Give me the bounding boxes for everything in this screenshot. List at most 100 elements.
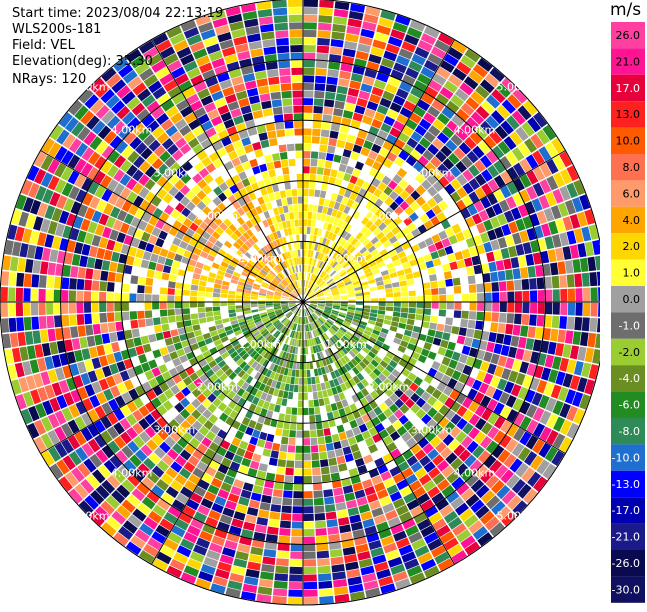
velocity-gate bbox=[348, 304, 356, 308]
velocity-gate bbox=[358, 257, 366, 265]
velocity-gate bbox=[385, 292, 394, 298]
velocity-gate bbox=[14, 226, 25, 242]
velocity-gate bbox=[265, 298, 273, 301]
velocity-gate bbox=[252, 313, 260, 319]
velocity-gate bbox=[290, 353, 295, 362]
velocity-gate bbox=[309, 281, 313, 289]
velocity-gate bbox=[151, 227, 162, 237]
velocity-gate bbox=[416, 296, 424, 302]
velocity-gate bbox=[142, 343, 152, 353]
velocity-gate bbox=[236, 207, 246, 217]
velocity-gate bbox=[250, 302, 258, 305]
velocity-gate bbox=[365, 133, 377, 143]
velocity-gate bbox=[394, 156, 405, 167]
velocity-gate bbox=[543, 207, 555, 222]
velocity-gate bbox=[449, 426, 462, 439]
velocity-gate bbox=[133, 195, 144, 207]
velocity-gate bbox=[38, 275, 47, 288]
velocity-gate bbox=[322, 312, 330, 317]
velocity-gate bbox=[471, 379, 483, 391]
velocity-gate bbox=[101, 402, 113, 415]
velocity-gate bbox=[347, 306, 356, 311]
velocity-gate bbox=[294, 219, 299, 227]
velocity-gate bbox=[266, 185, 274, 194]
velocity-gate bbox=[359, 246, 368, 255]
velocity-gate bbox=[246, 262, 254, 269]
velocity-gate bbox=[341, 221, 348, 230]
velocity-gate bbox=[456, 418, 468, 430]
velocity-gate bbox=[318, 197, 325, 206]
velocity-gate bbox=[232, 454, 243, 464]
velocity-gate bbox=[4, 348, 14, 365]
velocity-gate bbox=[334, 361, 341, 369]
velocity-gate bbox=[156, 404, 168, 416]
velocity-gate bbox=[185, 403, 196, 414]
velocity-gate bbox=[71, 338, 81, 351]
velocity-gate bbox=[458, 142, 472, 155]
velocity-gate bbox=[325, 297, 333, 300]
velocity-gate bbox=[179, 333, 188, 342]
velocity-gate bbox=[178, 512, 193, 524]
velocity-gate bbox=[87, 151, 101, 166]
velocity-gate bbox=[409, 480, 422, 492]
velocity-gate bbox=[293, 105, 303, 113]
velocity-gate bbox=[224, 272, 233, 279]
velocity-gate bbox=[564, 330, 574, 344]
velocity-gate bbox=[378, 297, 386, 302]
velocity-gate bbox=[193, 377, 203, 388]
velocity-gate bbox=[180, 196, 191, 207]
velocity-gate bbox=[420, 348, 430, 357]
velocity-gate bbox=[453, 285, 462, 294]
velocity-gate bbox=[241, 65, 254, 76]
velocity-gate bbox=[205, 369, 215, 378]
velocity-gate bbox=[327, 231, 334, 240]
range-ring-label: 1.00km bbox=[239, 338, 281, 351]
velocity-gate bbox=[379, 147, 390, 158]
velocity-gate bbox=[531, 392, 543, 406]
velocity-gate bbox=[427, 244, 437, 253]
velocity-gate bbox=[238, 349, 247, 358]
velocity-gate bbox=[559, 316, 568, 329]
velocity-gate bbox=[338, 257, 346, 265]
velocity-gate bbox=[438, 287, 447, 295]
velocity-gate bbox=[293, 331, 297, 339]
velocity-gate bbox=[179, 143, 192, 155]
velocity-gate bbox=[385, 364, 395, 373]
velocity-gate bbox=[562, 246, 572, 260]
velocity-gate bbox=[131, 102, 146, 116]
velocity-gate bbox=[303, 75, 315, 83]
velocity-gate bbox=[102, 365, 112, 378]
velocity-gate bbox=[165, 467, 178, 479]
velocity-gate bbox=[210, 10, 226, 21]
velocity-gate bbox=[81, 442, 95, 457]
velocity-gate bbox=[279, 213, 286, 222]
velocity-gate bbox=[252, 141, 262, 151]
velocity-gate bbox=[352, 335, 360, 342]
velocity-gate bbox=[293, 307, 299, 314]
velocity-gate bbox=[312, 467, 321, 476]
velocity-gate bbox=[124, 264, 133, 275]
velocity-gate bbox=[331, 563, 345, 573]
velocity-gate bbox=[470, 499, 485, 514]
velocity-gate bbox=[175, 202, 186, 213]
velocity-gate bbox=[488, 261, 497, 272]
velocity-gate bbox=[275, 30, 289, 39]
velocity-gate bbox=[338, 163, 347, 173]
velocity-gate bbox=[303, 113, 313, 121]
velocity-gate bbox=[530, 133, 544, 149]
velocity-gate bbox=[291, 528, 303, 537]
velocity-gate bbox=[310, 250, 314, 258]
velocity-gate bbox=[291, 189, 298, 197]
velocity-gate bbox=[205, 127, 217, 138]
velocity-gate bbox=[269, 354, 276, 363]
velocity-gate bbox=[78, 500, 94, 516]
velocity-gate bbox=[474, 464, 488, 478]
velocity-gate bbox=[313, 321, 318, 329]
velocity-gate bbox=[370, 249, 379, 257]
velocity-gate bbox=[151, 106, 165, 120]
velocity-gate bbox=[526, 419, 539, 434]
velocity-gate bbox=[217, 489, 230, 500]
velocity-gate bbox=[312, 313, 318, 320]
velocity-gate bbox=[312, 322, 317, 330]
velocity-gate bbox=[176, 348, 186, 357]
